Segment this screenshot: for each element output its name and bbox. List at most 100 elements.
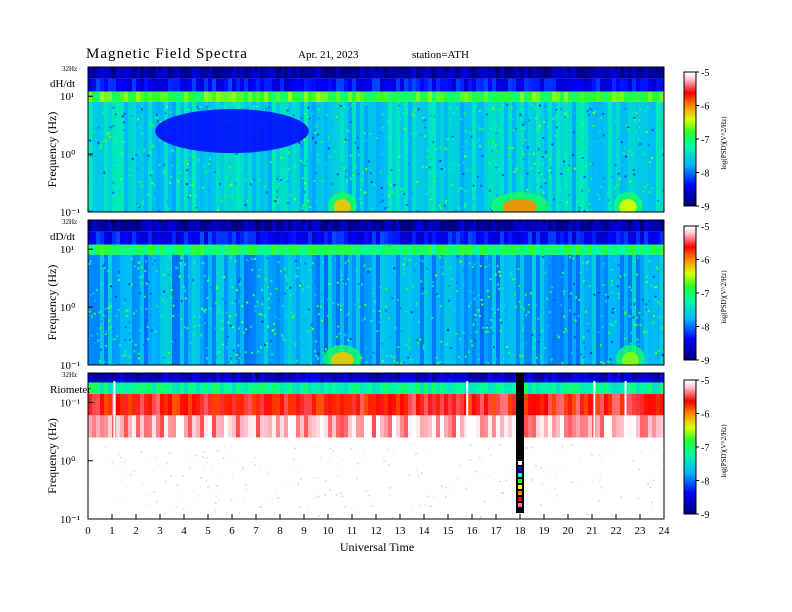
y-tick-label: 10⁻¹ bbox=[60, 360, 80, 372]
noise-speck bbox=[123, 302, 126, 305]
band-2-cell bbox=[460, 78, 465, 92]
noise-speck bbox=[191, 262, 193, 265]
band-4-cell bbox=[308, 101, 313, 212]
band-1-cell bbox=[312, 67, 317, 79]
noise-speck bbox=[481, 458, 483, 460]
band-1-cell bbox=[116, 67, 121, 79]
band-3-cell bbox=[520, 91, 525, 102]
x-tick-label: 18 bbox=[515, 525, 527, 537]
band-1-cell bbox=[344, 220, 349, 232]
band-1-cell bbox=[136, 220, 141, 232]
band-2-cell bbox=[156, 231, 161, 245]
noise-speck bbox=[654, 298, 657, 301]
colorbar-swatch bbox=[684, 431, 696, 435]
noise-speck bbox=[602, 134, 605, 137]
noise-speck bbox=[555, 494, 558, 497]
band-3-cell bbox=[304, 244, 309, 255]
noise-speck bbox=[391, 516, 394, 519]
noise-speck bbox=[162, 346, 165, 349]
noise-speck bbox=[104, 333, 107, 336]
band-3-cell bbox=[428, 244, 433, 255]
band-4-cell bbox=[408, 101, 413, 212]
noise-speck bbox=[214, 327, 217, 330]
noise-speck bbox=[463, 269, 466, 272]
noise-speck bbox=[559, 189, 562, 192]
noise-speck bbox=[489, 162, 491, 165]
band-2-cell bbox=[460, 231, 465, 245]
noise-speck bbox=[264, 343, 267, 346]
band-4-cell bbox=[576, 101, 581, 212]
noise-speck bbox=[639, 112, 642, 115]
x-tick-label: 16 bbox=[467, 525, 479, 537]
band-4-cell bbox=[124, 415, 129, 438]
band-1-cell bbox=[240, 220, 245, 232]
colorbar-swatch bbox=[684, 322, 696, 325]
band-2-cell bbox=[100, 231, 105, 245]
noise-speck bbox=[105, 349, 107, 352]
band-2-cell bbox=[648, 231, 653, 245]
noise-speck bbox=[116, 335, 119, 338]
noise-speck bbox=[609, 358, 612, 361]
noise-speck bbox=[439, 160, 442, 163]
band-2-cell bbox=[172, 231, 177, 245]
band-1-cell bbox=[424, 220, 429, 232]
band-1-cell bbox=[220, 220, 225, 232]
noise-speck bbox=[620, 496, 622, 498]
noise-speck bbox=[264, 277, 267, 280]
band-3-cell bbox=[604, 244, 609, 255]
band-4-cell bbox=[376, 415, 381, 438]
noise-speck bbox=[491, 210, 493, 212]
noise-speck bbox=[118, 453, 120, 456]
band-1-cell bbox=[416, 67, 421, 79]
band-2-cell bbox=[336, 231, 341, 245]
colorbar-swatch bbox=[684, 121, 696, 124]
x-tick-label: 4 bbox=[181, 525, 187, 537]
noise-speck bbox=[184, 289, 187, 291]
colorbar-swatch bbox=[684, 476, 696, 479]
band-4-cell bbox=[332, 415, 337, 438]
noise-speck bbox=[405, 112, 408, 115]
colorbar-swatch bbox=[684, 388, 696, 392]
band-2-cell bbox=[580, 231, 585, 245]
noise-speck bbox=[140, 185, 143, 188]
noise-speck bbox=[297, 265, 300, 268]
noise-speck bbox=[138, 126, 141, 129]
noise-speck bbox=[586, 110, 589, 113]
noise-speck bbox=[413, 114, 416, 117]
noise-speck bbox=[241, 305, 244, 308]
band-4-cell bbox=[184, 415, 189, 438]
band-4-cell bbox=[312, 415, 317, 438]
band-4-cell bbox=[364, 415, 369, 438]
noise-speck bbox=[260, 506, 262, 508]
band-2-cell bbox=[140, 78, 145, 92]
band-4-cell bbox=[380, 415, 385, 438]
band-2-cell bbox=[248, 78, 253, 92]
noise-speck bbox=[192, 279, 194, 282]
band-2-cell bbox=[412, 78, 417, 92]
band-4-cell bbox=[480, 254, 485, 365]
band-1-cell bbox=[360, 220, 365, 232]
noise-speck bbox=[314, 350, 317, 353]
band-2-cell bbox=[360, 78, 365, 92]
band-4-cell bbox=[280, 254, 285, 365]
noise-speck bbox=[309, 206, 312, 209]
band-3-cell bbox=[492, 91, 497, 102]
band-3-cell bbox=[124, 91, 129, 102]
noise-speck bbox=[487, 362, 490, 364]
noise-speck bbox=[460, 118, 463, 121]
noise-speck bbox=[349, 337, 352, 340]
band-2-cell bbox=[560, 78, 565, 92]
colorbar-swatch bbox=[684, 190, 696, 194]
noise-speck bbox=[388, 194, 391, 196]
noise-speck bbox=[294, 275, 297, 278]
noise-speck bbox=[251, 268, 254, 271]
band-4-cell bbox=[272, 415, 277, 438]
noise-speck bbox=[140, 282, 143, 285]
band-2-cell bbox=[624, 78, 629, 92]
band-1-cell bbox=[140, 220, 145, 232]
band-3-cell bbox=[388, 393, 393, 416]
band-3-cell bbox=[264, 91, 269, 102]
band-2-cell bbox=[216, 78, 221, 92]
band-3-cell bbox=[524, 91, 529, 102]
band-4-cell bbox=[432, 101, 437, 212]
